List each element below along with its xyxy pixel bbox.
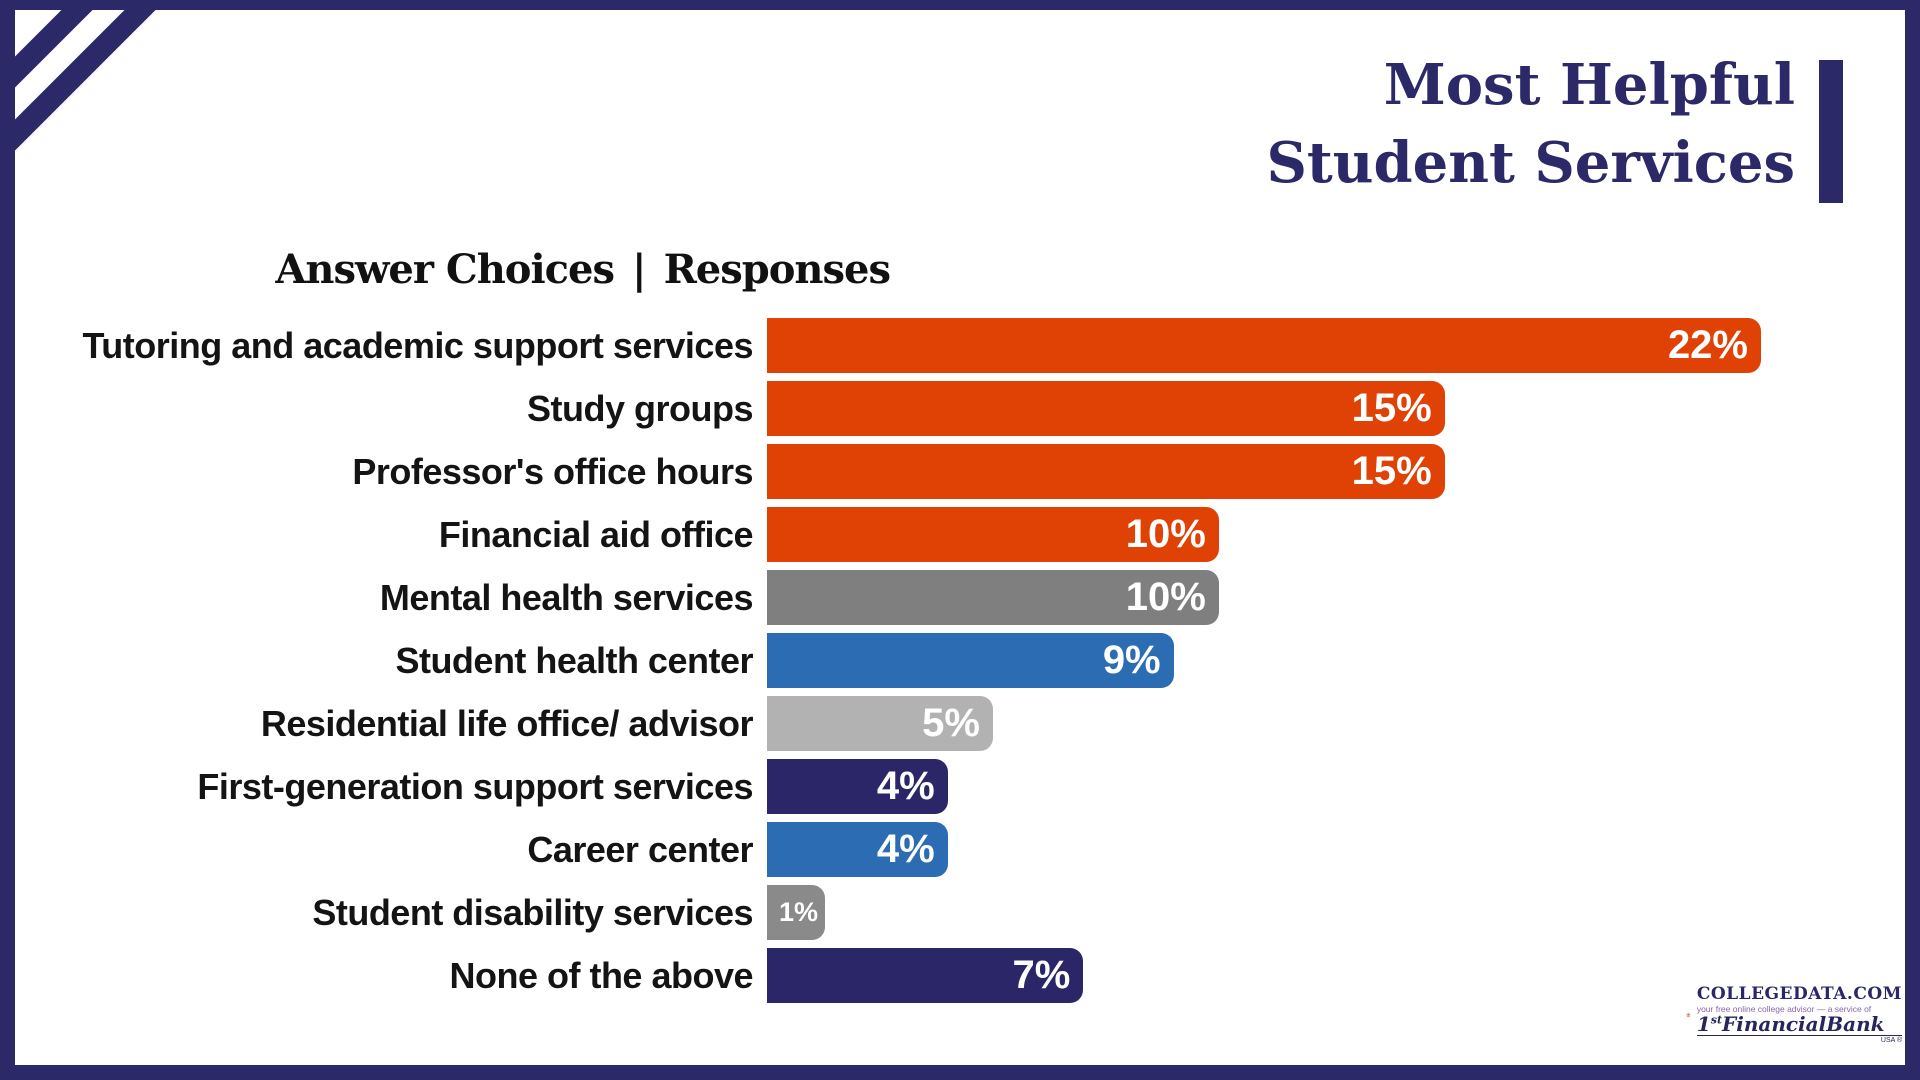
logo-text-block: CollegeData.com your free online college… [1696,983,1902,1045]
category-label: Student health center [395,639,753,681]
logo-tagline-text: your free online college advisor — a ser… [1696,1003,1872,1014]
bar: 4% [767,759,948,814]
category-label: Professor's office hours [352,450,753,492]
category-label: Tutoring and academic support services [82,324,753,366]
bar: 9% [767,633,1174,688]
logo-bank-text: 1stFinancialBank [1696,1014,1902,1037]
category-label: None of the above [449,954,753,996]
collegedata-logo: CollegeData.com your free online college… [1686,984,1902,1046]
bar: 10% [767,507,1219,562]
corner-stripes-icon [0,0,166,166]
page-border-left [0,0,15,1080]
bar-row: Student health center 9% [0,629,1920,692]
value-label: 7% [1012,953,1071,997]
value-label: 9% [1102,638,1161,682]
value-label: 1% [778,897,818,927]
value-label: 15% [1351,449,1432,493]
bar: 10% [767,570,1219,625]
value-label: 10% [1125,512,1206,556]
value-label: 10% [1125,575,1206,619]
category-label: Mental health services [379,576,754,618]
page-title-line1: Most Helpful [1383,52,1795,118]
responses-header: Responses [663,246,891,293]
category-label: Residential life office/ advisor [260,702,754,744]
bar-row: Student disability services 1% [0,881,1920,944]
logo-usa-text: USA ® [1880,1037,1902,1045]
bar: 4% [767,822,948,877]
category-label: Career center [527,828,753,870]
bar-row: Mental health services 10% [0,566,1920,629]
page-title-line2: Student Services [1266,130,1795,196]
bar: 15% [767,381,1445,436]
logo-brand-text: CollegeData.com [1696,983,1902,1004]
answer-choices-header: Answer Choices [275,246,615,293]
bar: 1% [767,885,825,940]
bar-row: First-generation support services 4% [0,755,1920,818]
category-label: Student disability services [312,891,753,933]
value-label: 15% [1351,386,1432,430]
bar: 15% [767,444,1445,499]
category-label: Financial aid office [438,513,754,555]
table-header: Answer Choices | Responses [0,246,891,293]
category-label: Study groups [527,387,754,429]
bar-row: Residential life office/ advisor 5% [0,692,1920,755]
page-border-bottom [0,1065,1920,1080]
bar-chart: Tutoring and academic support services 22… [0,314,1920,1007]
value-label: 4% [876,827,935,871]
bar-row: None of the above 7% [0,944,1920,1007]
bar-row: Tutoring and academic support services 22… [0,314,1920,377]
category-label: First-generation support services [197,765,753,807]
value-label: 5% [922,701,980,745]
bar: 22% [767,318,1761,373]
bar-row: Study groups 15% [0,377,1920,440]
bar: 7% [767,948,1084,1003]
title-accent-bar [1819,60,1843,203]
bar-row: Professor's office hours 15% [0,440,1920,503]
page-border-top [0,0,1920,10]
bar-row: Financial aid office 10% [0,503,1920,566]
header-separator: | [632,246,647,293]
page-border-right [1905,0,1920,1080]
value-label: 4% [876,764,935,808]
bank-building-icon [1686,1012,1691,1018]
page-title: Most Helpful Student Services [1266,46,1795,202]
bar-row: Career center 4% [0,818,1920,881]
value-label: 22% [1667,323,1748,367]
bar: 5% [767,696,993,751]
